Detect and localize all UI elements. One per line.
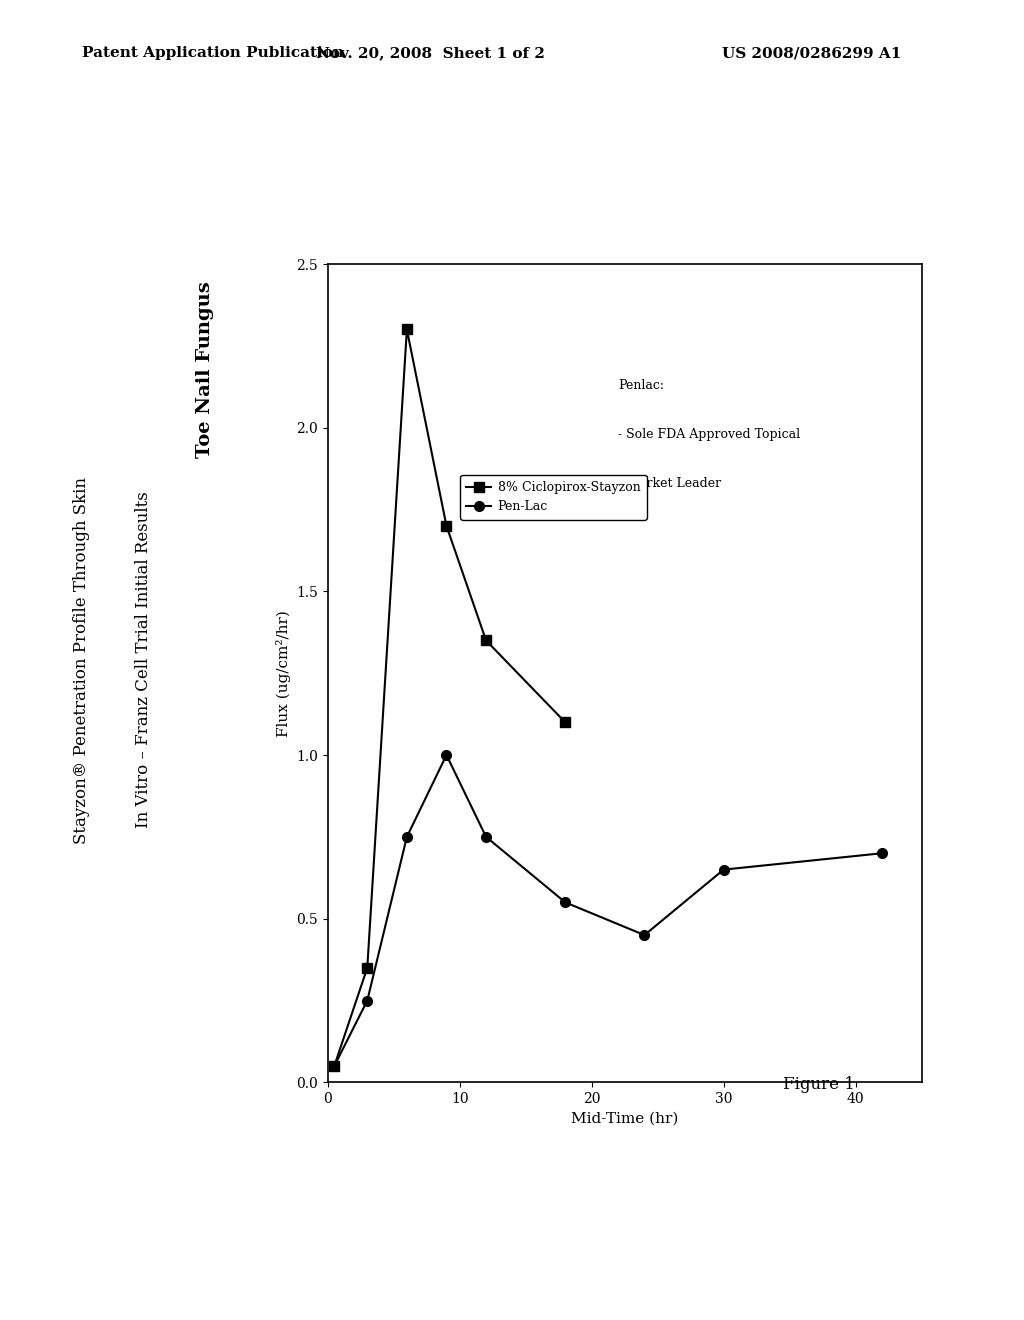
Pen-Lac [400, 829, 413, 845]
Legend: 8% Ciclopirox-Stayzon, Pen-Lac: 8% Ciclopirox-Stayzon, Pen-Lac [460, 475, 646, 520]
Pen-Lac [876, 845, 888, 861]
Pen-Lac [559, 895, 571, 911]
Pen-Lac [361, 993, 374, 1008]
Text: Patent Application Publication: Patent Application Publication [82, 46, 344, 61]
Pen-Lac [638, 927, 650, 942]
Text: Penlac:: Penlac: [618, 379, 664, 392]
8% Ciclopirox-Stayzon [440, 517, 453, 533]
Text: - Sole FDA Approved Topical: - Sole FDA Approved Topical [618, 428, 800, 441]
Pen-Lac [328, 1059, 340, 1074]
8% Ciclopirox-Stayzon [559, 714, 571, 730]
Text: US 2008/0286299 A1: US 2008/0286299 A1 [722, 46, 901, 61]
Line: 8% Ciclopirox-Stayzon: 8% Ciclopirox-Stayzon [330, 325, 570, 1071]
Y-axis label: Flux (ug/cm²/hr): Flux (ug/cm²/hr) [275, 610, 291, 737]
Pen-Lac [480, 829, 493, 845]
Text: Stayzon® Penetration Profile Through Skin: Stayzon® Penetration Profile Through Ski… [74, 477, 90, 843]
Pen-Lac [718, 862, 730, 878]
Pen-Lac [440, 747, 453, 763]
Text: In Vitro – Franz Cell Trial Initial Results: In Vitro – Franz Cell Trial Initial Resu… [135, 491, 152, 829]
Text: - Market Leader: - Market Leader [618, 477, 721, 490]
X-axis label: Mid-Time (hr): Mid-Time (hr) [571, 1111, 678, 1126]
8% Ciclopirox-Stayzon [328, 1059, 340, 1074]
Text: Figure 1: Figure 1 [783, 1076, 855, 1093]
8% Ciclopirox-Stayzon [480, 632, 493, 648]
8% Ciclopirox-Stayzon [361, 960, 374, 975]
8% Ciclopirox-Stayzon [400, 322, 413, 338]
Text: Toe Nail Fungus: Toe Nail Fungus [196, 281, 214, 458]
Text: Nov. 20, 2008  Sheet 1 of 2: Nov. 20, 2008 Sheet 1 of 2 [315, 46, 545, 61]
Line: Pen-Lac: Pen-Lac [330, 750, 887, 1071]
